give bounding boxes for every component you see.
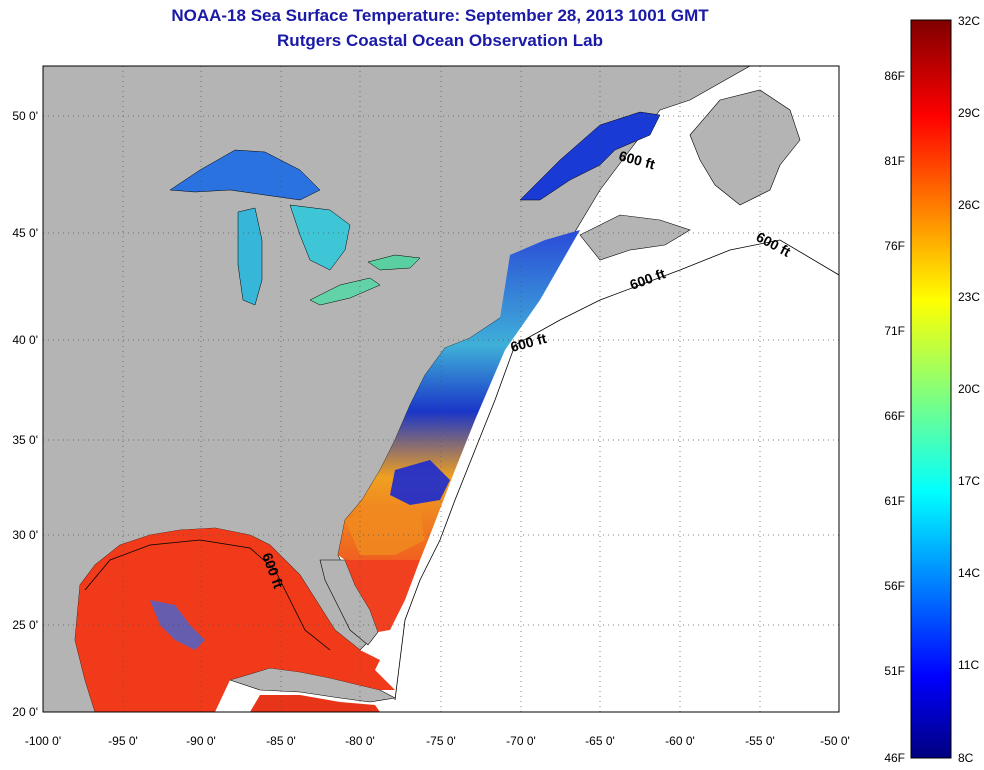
x-tick-label: -80 0' [345, 734, 375, 748]
colorbar [910, 19, 952, 759]
land-newfoundland [689, 89, 801, 206]
sst-gulf-stream [345, 505, 425, 555]
depth-contour-600ft [394, 239, 839, 701]
colorbar-c-label: 8C [958, 751, 974, 765]
x-tick-label: -85 0' [266, 734, 296, 748]
depth-contour-600ft-gulf [84, 539, 331, 651]
lake-superior [169, 149, 321, 201]
colorbar-c-label: 26C [958, 198, 980, 212]
sst-caribbean [250, 695, 380, 712]
colorbar-f-label: 51F [884, 664, 905, 678]
y-tick-label: 30 0' [12, 528, 38, 542]
colorbar-fahrenheit-labels: 86F 81F 76F 71F 66F 61F 56F 51F 46F [884, 69, 905, 765]
y-tick-label: 20 0' [12, 705, 38, 719]
colorbar-c-label: 14C [958, 566, 980, 580]
y-axis: 20 0' 25 0' 30 0' 35 0' 40 0' 45 0' 50 0… [12, 109, 38, 719]
colorbar-f-label: 81F [884, 154, 905, 168]
lake-ontario [367, 254, 421, 271]
y-tick-label: 35 0' [12, 433, 38, 447]
lake-erie [309, 277, 381, 306]
colorbar-f-label: 86F [884, 69, 905, 83]
colorbar-c-label: 20C [958, 382, 980, 396]
x-tick-label: -100 0' [25, 734, 61, 748]
colorbar-c-label: 23C [958, 290, 980, 304]
colorbar-f-label: 71F [884, 324, 905, 338]
x-tick-label: -90 0' [186, 734, 216, 748]
sst-st-lawrence [519, 111, 661, 201]
colorbar-c-label: 11C [958, 658, 979, 672]
colorbar-c-label: 17C [958, 474, 980, 488]
x-tick-label: -75 0' [426, 734, 456, 748]
x-tick-label: -95 0' [108, 734, 138, 748]
map-title: NOAA-18 Sea Surface Temperature: Septemb… [171, 6, 709, 25]
x-tick-label: -50 0' [820, 734, 850, 748]
lake-michigan [237, 207, 263, 306]
sst-offshore-cold-patch [390, 460, 450, 505]
colorbar-f-label: 76F [884, 239, 905, 253]
colorbar-c-label: 32C [958, 14, 980, 28]
colorbar-f-label: 61F [884, 494, 905, 508]
colorbar-c-label: 29C [958, 106, 980, 120]
sst-florida-strait [345, 560, 420, 632]
x-tick-label: -65 0' [585, 734, 615, 748]
x-axis: -100 0' -95 0' -90 0' -85 0' -80 0' -75 … [25, 734, 850, 748]
y-tick-label: 25 0' [12, 618, 38, 632]
colorbar-celsius-labels: 32C 29C 26C 23C 20C 17C 14C 11C 8C [958, 14, 980, 765]
x-tick-label: -70 0' [506, 734, 536, 748]
x-tick-label: -60 0' [665, 734, 695, 748]
lake-huron [289, 204, 351, 271]
map-subtitle: Rutgers Coastal Ocean Observation Lab [277, 31, 603, 50]
sst-gulf-of-mexico [75, 528, 395, 712]
land-maritimes [579, 214, 691, 261]
sst-gulf-cool-patch [150, 600, 205, 650]
colorbar-f-label: 56F [884, 579, 905, 593]
colorbar-f-label: 46F [884, 751, 905, 765]
map-frame [42, 65, 840, 713]
y-tick-label: 50 0' [12, 109, 38, 123]
y-tick-label: 40 0' [12, 333, 38, 347]
colorbar-f-label: 66F [884, 409, 905, 423]
x-tick-label: -55 0' [745, 734, 775, 748]
y-tick-label: 45 0' [12, 226, 38, 240]
